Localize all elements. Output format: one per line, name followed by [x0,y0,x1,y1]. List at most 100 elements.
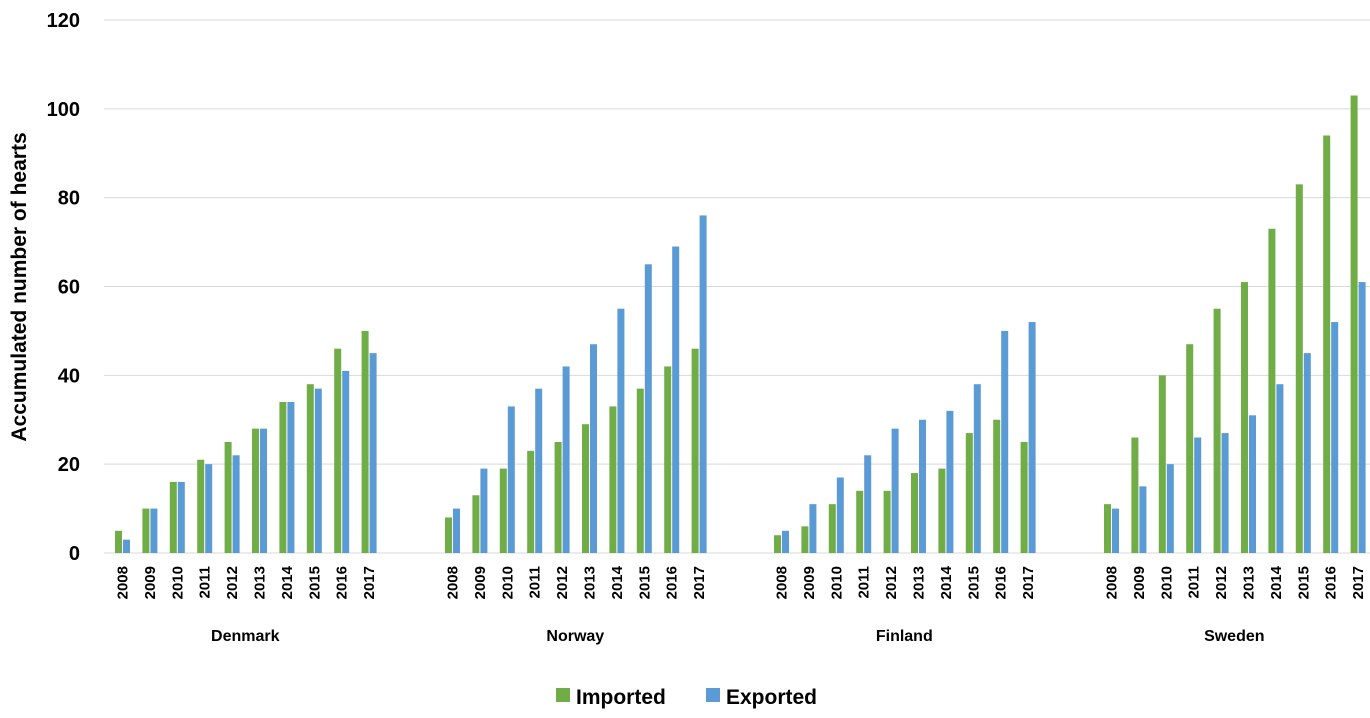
x-tick-label: 2008 [115,566,132,599]
bar-imported [1323,135,1331,553]
bar-imported [499,468,507,553]
bar-imported [1186,344,1194,553]
x-tick-label: 2011 [527,566,544,599]
x-tick-label: 2008 [445,566,462,599]
bar-exported [1112,508,1119,553]
bar-exported [205,464,213,553]
y-tick-label: 80 [58,188,80,210]
bar-imported [856,490,864,553]
group-labels: Denmark Norway Finland Sweden [211,628,1264,645]
bar-imported [938,468,946,553]
bar-imported [911,473,918,553]
bar-exported [177,481,185,553]
y-tick-label: 120 [47,10,80,32]
bar-exported [1139,486,1147,553]
bar-exported [699,215,707,553]
bar-exported [919,419,926,553]
y-tick-label: 20 [58,454,80,476]
x-tick-label: 2017 [1350,566,1367,599]
bar-imported [965,433,973,553]
x-tick-label: 2009 [801,566,818,599]
y-axis-ticks: 0 20 40 60 80 100 120 [47,10,80,565]
bar-imported [472,495,480,553]
bar-imported [1020,441,1028,553]
legend-label: Imported [576,686,666,709]
bar-imported [636,388,644,553]
bar-exported [617,308,625,553]
x-tick-label: 2017 [691,566,708,599]
x-tick-label: 2014 [609,565,626,599]
bar-exported [782,530,789,553]
y-tick-label: 60 [58,277,80,299]
bar-imported [1350,95,1358,553]
bar-imported [1295,184,1303,553]
x-tick-label: 2016 [1323,566,1340,599]
bar-exported [672,246,680,553]
x-tick-label: 2009 [472,566,489,599]
bar-imported [1158,375,1166,553]
bar-imported [582,424,589,553]
bars [115,95,1366,553]
bar-imported [197,459,205,553]
x-tick-label: 2016 [664,566,681,599]
bar-exported [150,508,158,553]
bar-imported [334,348,342,553]
bar-exported [287,401,295,553]
bar-imported [801,526,809,553]
x-tick-label: 2011 [1186,566,1203,599]
x-tick-label: 2013 [911,566,928,599]
x-tick-label: 2010 [1158,566,1175,599]
bar-imported [609,406,617,553]
x-tick-label: 2015 [965,566,982,599]
bar-imported [664,366,672,553]
group-label: Finland [876,628,933,645]
x-tick-label: 2012 [224,566,241,599]
y-axis-title: Accumulated number of hearts [8,132,31,441]
bar-exported [1194,437,1202,553]
bar-imported [993,419,1001,553]
x-tick-label: 2014 [1268,565,1285,599]
bar-imported [142,508,150,553]
bar-exported [946,410,954,553]
bar-exported [369,353,377,553]
bar-imported [691,348,699,553]
x-tick-label: 2017 [1020,566,1037,599]
bar-imported [554,441,562,553]
y-tick-label: 100 [47,99,80,121]
bar-imported [774,535,781,553]
legend-swatch [706,688,720,702]
x-tick-label: 2015 [306,566,323,599]
x-tick-label: 2014 [938,565,955,599]
bar-exported [891,428,899,553]
bar-exported [809,504,817,553]
bar-exported [480,468,488,553]
bar-exported [507,406,515,553]
x-axis-ticks: 2008 2009 2010 2011 2012 2013 2014 2015 2016 2017… [115,565,1368,599]
bar-imported [279,401,287,553]
x-tick-label: 2009 [142,566,159,599]
bar-imported [883,490,891,553]
x-tick-label: 2008 [774,566,791,599]
bar-exported [1276,384,1284,553]
x-tick-label: 2011 [197,566,214,599]
bar-exported [644,264,652,553]
bar-imported [828,504,836,553]
bar-exported [453,508,460,553]
bar-imported [527,450,535,553]
bar-imported [169,481,177,553]
bar-imported [252,428,259,553]
bar-exported [562,366,570,553]
x-tick-label: 2015 [1295,566,1312,599]
x-tick-label: 2016 [993,566,1010,599]
bar-imported [445,517,452,553]
bar-imported [115,530,122,553]
bar-exported [1331,322,1339,553]
bar-imported [1131,437,1139,553]
x-tick-label: 2012 [554,566,571,599]
bar-imported [1241,282,1248,553]
y-tick-label: 40 [58,365,80,387]
x-tick-label: 2013 [252,566,269,599]
bar-exported [1001,330,1009,553]
x-tick-label: 2012 [1213,566,1230,599]
bar-imported [1104,504,1111,553]
